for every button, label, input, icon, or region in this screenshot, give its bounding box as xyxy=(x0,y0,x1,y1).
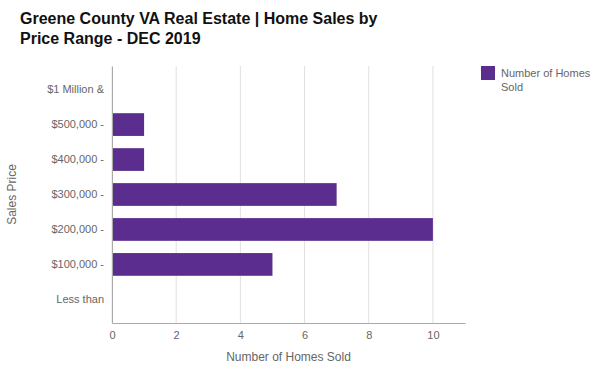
y-tick: Less than xyxy=(56,293,104,305)
x-tick-label: 4 xyxy=(238,329,244,341)
grid-line xyxy=(432,66,433,323)
x-axis: 0 2 4 6 8 10 xyxy=(109,324,465,341)
x-axis-title: Number of Homes Sold xyxy=(226,350,351,364)
y-tick: $100,000 - xyxy=(51,258,104,270)
legend-label-line: Number of Homes xyxy=(501,67,591,79)
x-tick: 10 xyxy=(427,329,439,341)
x-tick-label: 8 xyxy=(366,329,372,341)
legend-item: Number of Homes Sold xyxy=(481,66,591,93)
grid-line xyxy=(112,66,113,323)
legend-swatch xyxy=(481,66,495,80)
legend-label-line: Sold xyxy=(501,81,523,93)
y-tick: $200,000 - xyxy=(51,223,104,235)
title-line: Greene County VA Real Estate | Home Sale… xyxy=(20,10,378,27)
chart: Greene County VA Real Estate | Home Sale… xyxy=(0,0,600,371)
legend-label: Number of Homes Sold xyxy=(501,67,591,93)
y-tick: $400,000 - xyxy=(51,153,104,165)
grid-line xyxy=(368,66,369,323)
title: Greene County VA Real Estate | Home Sale… xyxy=(20,10,378,47)
grid xyxy=(112,66,433,323)
y-tick: $300,000 - xyxy=(51,188,104,200)
bar xyxy=(112,183,337,206)
y-tick-label: $200,000 - xyxy=(51,223,104,235)
x-tick: 6 xyxy=(302,329,308,341)
y-axis: Less than $100,000 - $200,000 - $300,000 - $… xyxy=(47,67,112,324)
x-tick-label: 6 xyxy=(302,329,308,341)
y-tick-label: $100,000 - xyxy=(51,258,104,270)
x-tick-label: 10 xyxy=(427,329,439,341)
x-tick: 8 xyxy=(366,329,372,341)
x-axis-line xyxy=(113,323,466,324)
y-axis-line xyxy=(112,67,113,324)
x-tick-label: 0 xyxy=(109,329,115,341)
x-tick: 4 xyxy=(238,329,244,341)
title-line: Price Range - DEC 2019 xyxy=(20,30,201,47)
y-axis-title: Sales Price xyxy=(5,164,19,225)
x-tick-label: 2 xyxy=(174,329,180,341)
bars xyxy=(112,113,433,276)
x-tick: 2 xyxy=(174,329,180,341)
bar xyxy=(112,148,144,171)
legend: Number of Homes Sold xyxy=(481,66,591,93)
y-tick-label: $400,000 - xyxy=(51,153,104,165)
y-tick-label: Less than xyxy=(56,293,104,305)
y-tick-label: $500,000 - xyxy=(51,118,104,130)
x-tick: 0 xyxy=(109,329,115,341)
bar xyxy=(112,113,144,136)
y-tick: $500,000 - xyxy=(51,118,104,130)
plot: 0 2 4 6 8 10 Less than $100,000 - $200,000 - $300… xyxy=(5,66,466,364)
y-tick-label: $1 Million & xyxy=(47,83,105,95)
bar xyxy=(112,253,272,276)
bar xyxy=(112,218,433,241)
y-tick: $1 Million & xyxy=(47,83,105,95)
y-tick-label: $300,000 - xyxy=(51,188,104,200)
